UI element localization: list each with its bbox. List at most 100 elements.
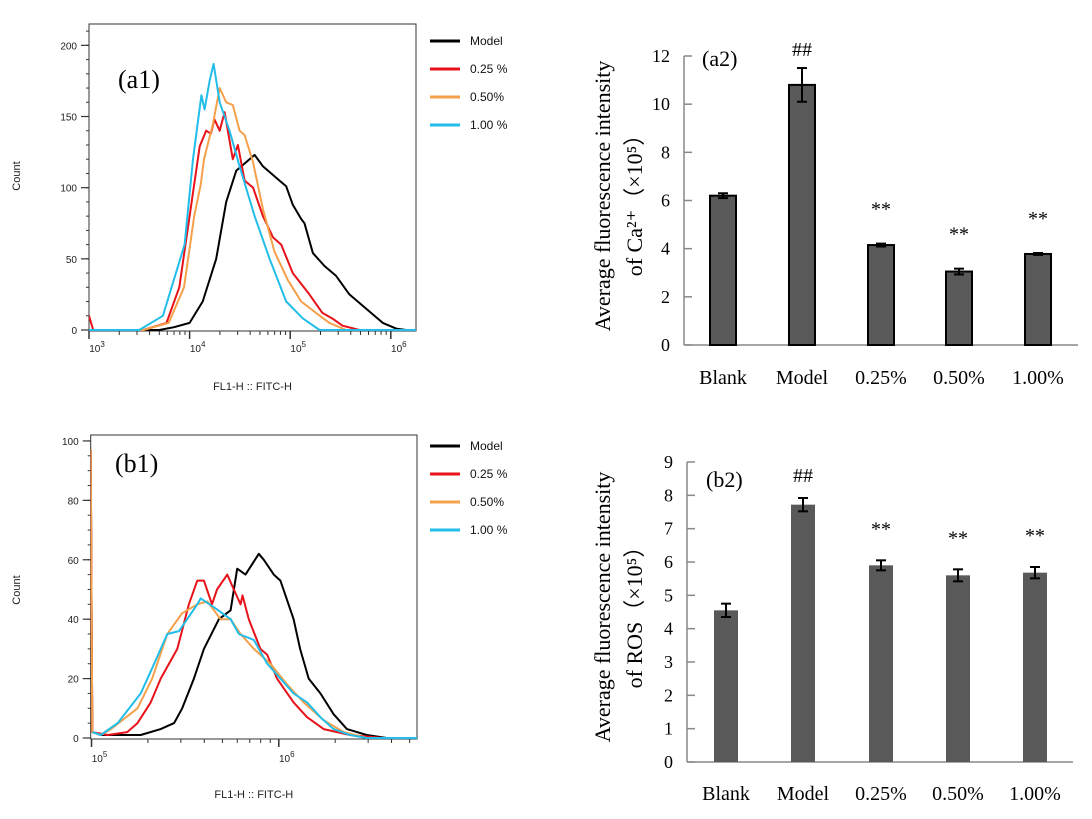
bar-1.00% xyxy=(1023,572,1047,762)
panel-label: (a1) xyxy=(118,65,160,94)
y-tick-label: 8 xyxy=(664,485,673,505)
x-tick-exponent: 5 xyxy=(302,340,307,349)
error-bar xyxy=(798,497,808,513)
error-bar xyxy=(718,192,728,200)
legend-item: 0.25 % xyxy=(430,62,508,76)
x-category-label: Model xyxy=(777,783,830,805)
x-tick-base: 10 xyxy=(190,344,202,355)
legend-label: 1.00 % xyxy=(470,118,508,132)
legend-item: 0.50% xyxy=(430,495,504,509)
series-line-025 xyxy=(90,449,417,739)
y-tick-label: 60 xyxy=(68,556,80,567)
bar-chart-b2: 0 1 2 3 4 5 6 7 8 9 Blank ## Model ** 0.25% ** 0.50% ** 1.… xyxy=(590,452,1073,805)
error-bar xyxy=(954,267,964,276)
series-line-100 xyxy=(91,597,417,739)
y-tick-label: 8 xyxy=(661,142,670,162)
significance-marker: ** xyxy=(948,527,968,549)
series-line-050 xyxy=(89,87,416,331)
bar-Blank xyxy=(709,194,737,346)
error-bar xyxy=(953,568,963,583)
plot-frame xyxy=(88,23,417,332)
y-tick-label: 4 xyxy=(661,239,670,259)
y-tick-label: 100 xyxy=(62,437,79,448)
x-tick-base: 10 xyxy=(279,754,291,765)
y-tick-label: 5 xyxy=(664,585,673,605)
legend-label: 0.50% xyxy=(470,90,504,104)
y-tick-label: 150 xyxy=(60,113,77,124)
significance-marker: ## xyxy=(793,465,813,487)
bar-chart-a2: 0 2 4 6 8 10 12 Blank ## Model ** 0.25% ** 0.50% ** 1.0… xyxy=(590,39,1078,389)
legend-item: 1.00 % xyxy=(430,523,508,537)
x-tick-base: 10 xyxy=(92,754,104,765)
x-tick-base: 10 xyxy=(290,344,302,355)
y-tick-label: 0 xyxy=(661,335,670,355)
y-tick-label: 2 xyxy=(661,287,670,307)
significance-marker: ** xyxy=(949,224,969,246)
bar-Model xyxy=(791,504,815,762)
y-tick-label: 3 xyxy=(664,652,673,672)
bar-0.25% xyxy=(867,244,895,346)
panel-label: (b2) xyxy=(706,467,743,492)
y-axis-title: Count xyxy=(11,161,23,190)
x-tick-label: 103 xyxy=(89,340,105,355)
y-axis-title: Average fluorescence intensity xyxy=(590,61,615,332)
y-tick-label: 200 xyxy=(60,41,77,52)
x-category-label: 0.25% xyxy=(855,783,907,805)
x-tick-exponent: 5 xyxy=(103,750,108,759)
y-tick-label: 0 xyxy=(71,326,77,337)
legend-label: Model xyxy=(470,439,503,453)
y-axis-title: Count xyxy=(11,575,23,604)
x-tick-exponent: 3 xyxy=(100,340,105,349)
y-axis-title: of Ca²⁺（×10⁵） xyxy=(622,124,647,277)
series-line-025 xyxy=(89,111,416,331)
bar-0.50% xyxy=(945,270,973,347)
y-tick-label: 100 xyxy=(60,184,77,195)
significance-marker: ** xyxy=(1028,208,1048,230)
y-tick-label: 6 xyxy=(661,191,670,211)
error-bar xyxy=(1033,252,1043,256)
y-tick-label: 6 xyxy=(664,552,673,572)
panel-label: (b1) xyxy=(115,449,158,478)
y-tick-label: 0 xyxy=(73,734,79,745)
significance-marker: ** xyxy=(1025,525,1045,547)
x-axis-title: FL1-H :: FITC-H xyxy=(213,381,292,393)
y-axis-title: of ROS（×10⁵） xyxy=(622,536,647,689)
x-category-label: 1.00% xyxy=(1012,367,1064,389)
y-tick-label: 10 xyxy=(652,94,670,114)
y-tick-label: 1 xyxy=(664,719,673,739)
y-tick-label: 0 xyxy=(664,752,673,772)
error-bar xyxy=(797,67,807,103)
error-bar xyxy=(876,242,886,248)
legend-label: 0.25 % xyxy=(470,467,508,481)
y-tick-label: 2 xyxy=(664,685,673,705)
y-tick-label: 50 xyxy=(66,255,78,266)
legend-item: Model xyxy=(430,34,503,48)
series-line-100 xyxy=(89,62,416,331)
y-tick-label: 12 xyxy=(652,46,670,66)
x-tick-label: 106 xyxy=(391,340,407,355)
x-tick-base: 10 xyxy=(89,344,101,355)
x-category-label: Blank xyxy=(699,367,747,389)
legend-label: 0.50% xyxy=(470,495,504,509)
significance-marker: ** xyxy=(871,518,891,540)
bar-0.25% xyxy=(869,565,893,762)
x-axis-title: FL1-H :: FITC-H xyxy=(214,789,293,801)
significance-marker: ** xyxy=(871,199,891,221)
error-bar xyxy=(1030,566,1040,580)
bar-Model xyxy=(788,83,816,347)
legend-label: 0.25 % xyxy=(470,62,508,76)
series-line-Model xyxy=(89,153,416,331)
series-line-Model xyxy=(90,449,417,739)
x-tick-exponent: 6 xyxy=(290,750,295,759)
error-bar xyxy=(721,602,731,618)
x-tick-exponent: 6 xyxy=(402,340,407,349)
x-tick-exponent: 4 xyxy=(201,340,206,349)
x-tick-label: 105 xyxy=(92,750,108,765)
y-tick-label: 4 xyxy=(664,619,673,639)
y-tick-label: 80 xyxy=(68,496,80,507)
legend-item: Model xyxy=(430,439,503,453)
bar-0.50% xyxy=(946,575,970,762)
legend-label: Model xyxy=(470,34,503,48)
x-category-label: Blank xyxy=(702,783,750,805)
